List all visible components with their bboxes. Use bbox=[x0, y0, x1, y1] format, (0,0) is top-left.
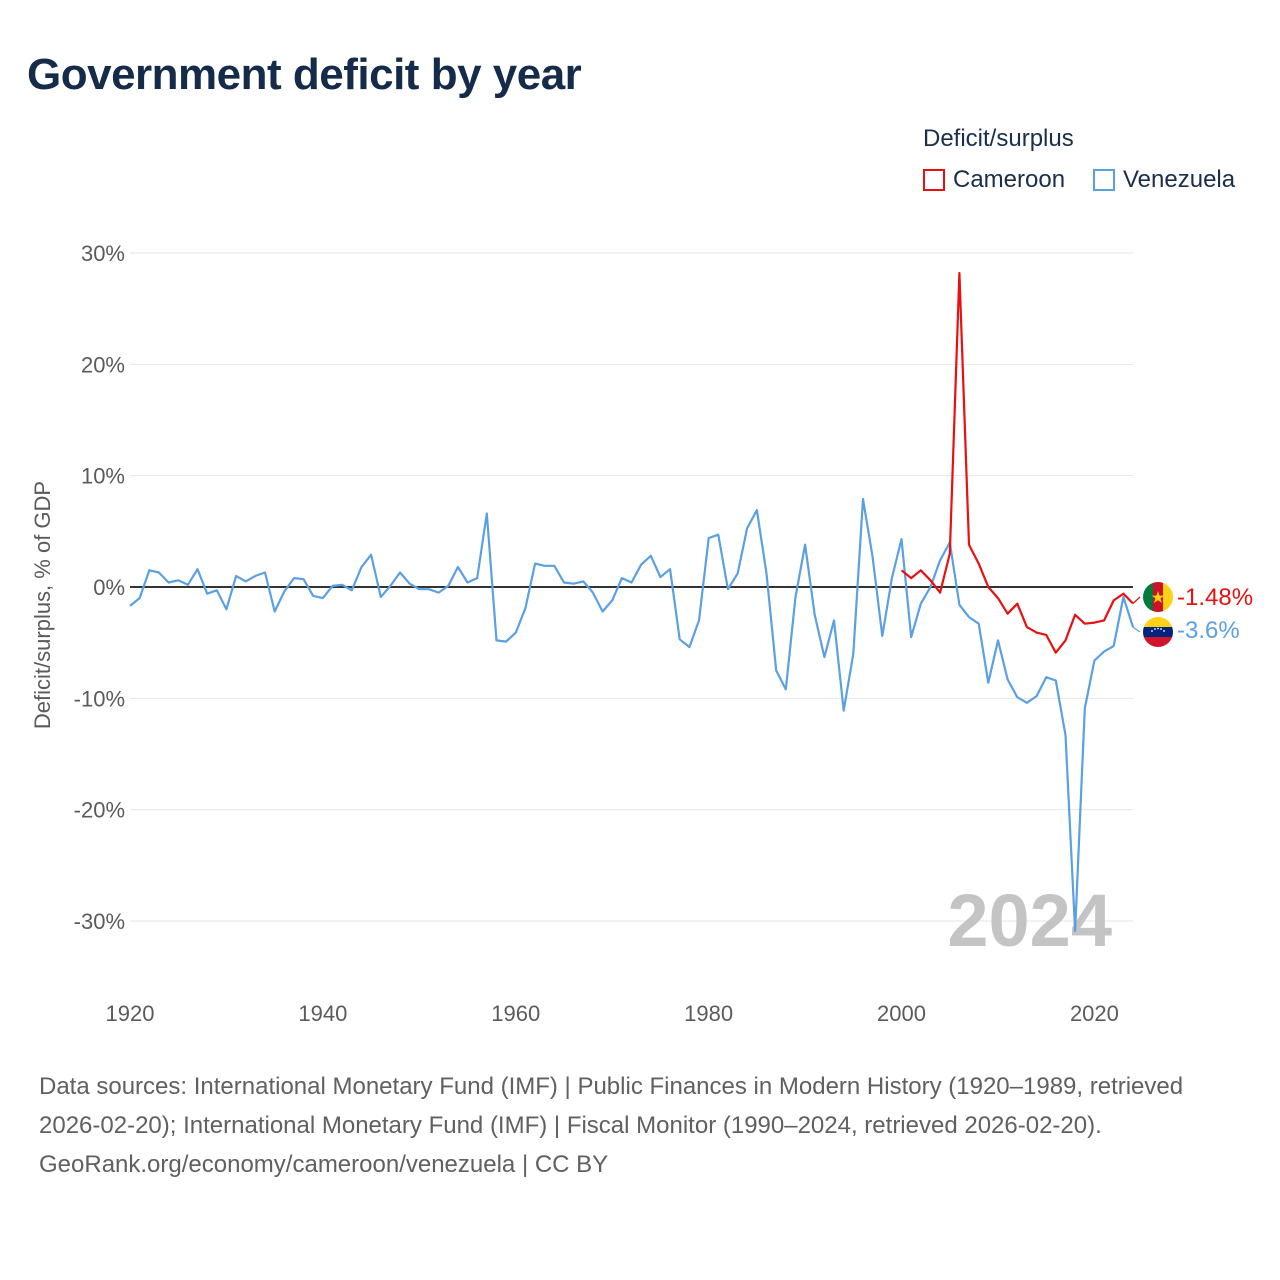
x-tick-label: 2000 bbox=[877, 1001, 926, 1026]
chart-title: Government deficit by year bbox=[27, 50, 582, 99]
legend-label-venezuela: Venezuela bbox=[1123, 166, 1236, 193]
y-tick-label: -30% bbox=[74, 909, 125, 934]
y-tick-label: 20% bbox=[81, 352, 125, 377]
credit-line: GeoRank.org/economy/cameroon/venezuela |… bbox=[39, 1151, 609, 1178]
y-axis-ticks: 30% 20% 10% 0% -10% -20% -30% bbox=[74, 241, 125, 934]
y-tick-label: -20% bbox=[74, 798, 125, 823]
series-lines bbox=[129, 271, 1141, 933]
y-tick-label: 0% bbox=[93, 575, 125, 600]
y-tick-label: -10% bbox=[74, 686, 125, 711]
data-sources: Data sources: International Monetary Fun… bbox=[39, 1073, 1184, 1139]
x-tick-label: 1960 bbox=[491, 1001, 540, 1026]
legend-label-cameroon: Cameroon bbox=[953, 166, 1066, 193]
y-tick-label: 10% bbox=[81, 464, 125, 489]
connector-venezuela bbox=[1132, 626, 1141, 633]
x-tick-label: 1920 bbox=[106, 1001, 155, 1026]
y-axis-title: Deficit/surplus, % of GDP bbox=[30, 481, 55, 729]
end-label-cameroon: -1.48% bbox=[1177, 584, 1253, 611]
x-axis-ticks: 1920 1940 1960 1980 2000 2020 bbox=[106, 1001, 1119, 1026]
venezuela-flag-icon bbox=[1143, 617, 1173, 647]
x-tick-label: 1940 bbox=[298, 1001, 347, 1026]
chart-canvas: 30% 20% 10% 0% -10% -20% -30% 1920 1940 1960 1980… bbox=[30, 241, 1253, 1026]
legend-item-cameroon[interactable]: Cameroon bbox=[923, 166, 1065, 194]
series-line-venezuela[interactable] bbox=[129, 497, 1135, 933]
x-tick-label: 1980 bbox=[684, 1001, 733, 1026]
legend-swatch-venezuela bbox=[1093, 169, 1115, 191]
x-tick-label: 2020 bbox=[1070, 1001, 1119, 1026]
legend-title: Deficit/surplus bbox=[923, 125, 1074, 152]
series-line-cameroon[interactable] bbox=[900, 271, 1134, 654]
year-watermark: 2024 bbox=[947, 879, 1112, 962]
cameroon-flag-icon bbox=[1143, 582, 1173, 612]
gridlines bbox=[130, 252, 1133, 922]
footer: Data sources: International Monetary Fun… bbox=[39, 1067, 1239, 1184]
end-label-venezuela: -3.6% bbox=[1177, 617, 1240, 644]
y-tick-label: 30% bbox=[81, 241, 125, 266]
connector-cameroon bbox=[1132, 596, 1141, 604]
legend-item-venezuela[interactable]: Venezuela bbox=[1093, 166, 1235, 194]
legend-swatch-cameroon bbox=[923, 169, 945, 191]
